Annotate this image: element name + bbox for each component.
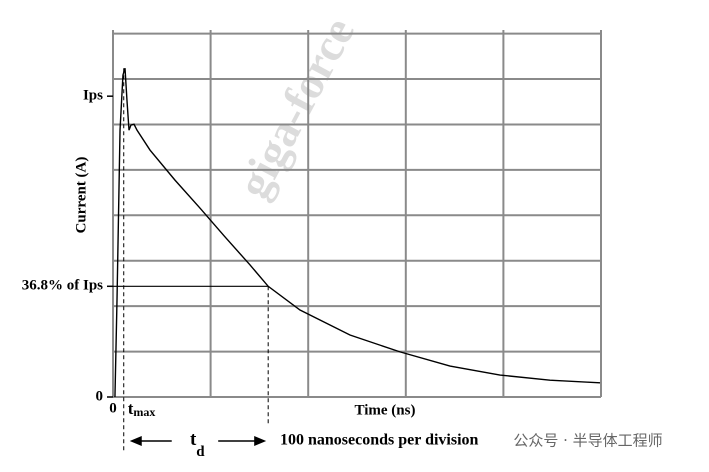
td-arrowhead-left	[129, 436, 142, 446]
y-tick-label: 0	[96, 388, 104, 404]
tmax-t: t	[128, 399, 134, 418]
y-axis-label: Current (A)	[73, 157, 89, 234]
y-tick-label: 36.8% of Ips	[22, 278, 103, 294]
footer: 公众号 · 半导体工程师	[513, 432, 662, 450]
current-curve	[114, 68, 601, 398]
division-note: 100 nanoseconds per division	[280, 432, 479, 449]
td-sub: d	[196, 444, 205, 460]
td-label: td	[190, 429, 205, 460]
x-tick-label: 0	[109, 400, 117, 416]
y-tick-label: Ips	[83, 88, 103, 104]
watermark: giga-force	[227, 9, 364, 206]
tmax-sub: max	[133, 405, 155, 419]
td-t: t	[190, 429, 197, 450]
td-arrowhead-right	[254, 436, 267, 446]
x-axis-label: Time (ns)	[355, 402, 416, 418]
tmax-label: tmax	[128, 399, 156, 419]
